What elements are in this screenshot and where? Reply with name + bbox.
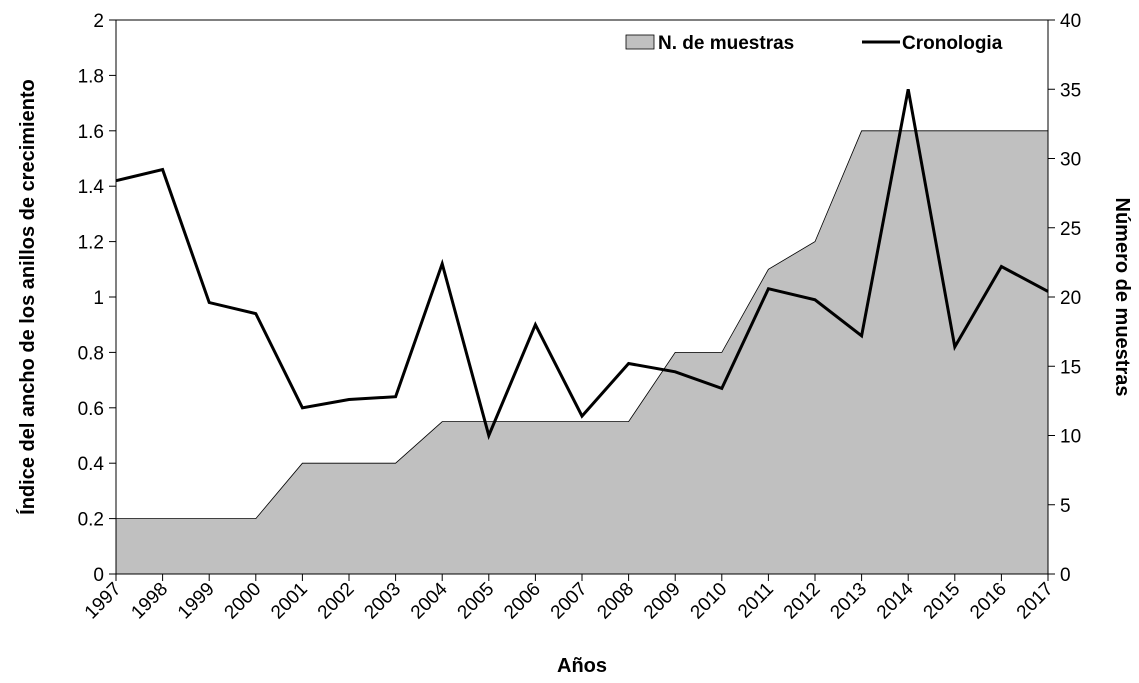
legend-swatch-area — [625, 34, 655, 50]
y2-tick-label: 15 — [1060, 357, 1081, 378]
y-axis-title: Índice del ancho de los anillos de creci… — [16, 79, 39, 515]
legend-label-area: N. de muestras — [658, 33, 794, 54]
y-tick-label: 2 — [93, 11, 104, 32]
y2-tick-label: 30 — [1060, 150, 1081, 171]
y2-tick-label: 25 — [1060, 219, 1081, 240]
y-tick-label: 1.4 — [78, 177, 105, 198]
y2-axis-title: Número de muestras — [1111, 198, 1133, 397]
y-tick-label: 0.6 — [78, 399, 104, 420]
area-layer — [115, 130, 1049, 575]
x-axis-title: Años — [557, 655, 607, 677]
series-line-chronology — [115, 88, 1049, 441]
y2-tick-label: 5 — [1060, 496, 1071, 517]
y-tick-label: 1.2 — [78, 233, 104, 254]
y2-tick-label: 10 — [1060, 427, 1081, 448]
y-tick-label: 0 — [93, 565, 104, 586]
y-axis-right: 0 5 10 15 20 25 30 35 40 — [1048, 11, 1081, 586]
y-tick-label: 1.6 — [78, 122, 104, 143]
y-axis-left: 0 0.2 0.4 0.6 0.8 1 1.2 1.4 1.6 1.8 2 — [78, 11, 116, 586]
y2-tick-label: 40 — [1060, 11, 1081, 32]
legend: N. de muestras Cronologia — [625, 33, 1003, 54]
y-tick-label: 0.2 — [78, 510, 104, 531]
y2-tick-label: 35 — [1060, 80, 1081, 101]
y2-tick-label: 20 — [1060, 288, 1081, 309]
y-tick-label: 0.8 — [78, 343, 104, 364]
y-tick-label: 1 — [93, 288, 104, 309]
y-tick-label: 0.4 — [78, 454, 105, 475]
line-layer — [115, 88, 1049, 441]
series-area-samples — [115, 130, 1049, 575]
y2-tick-label: 0 — [1060, 565, 1071, 586]
legend-label-line: Cronologia — [902, 33, 1003, 54]
y-tick-label: 1.8 — [78, 66, 104, 87]
